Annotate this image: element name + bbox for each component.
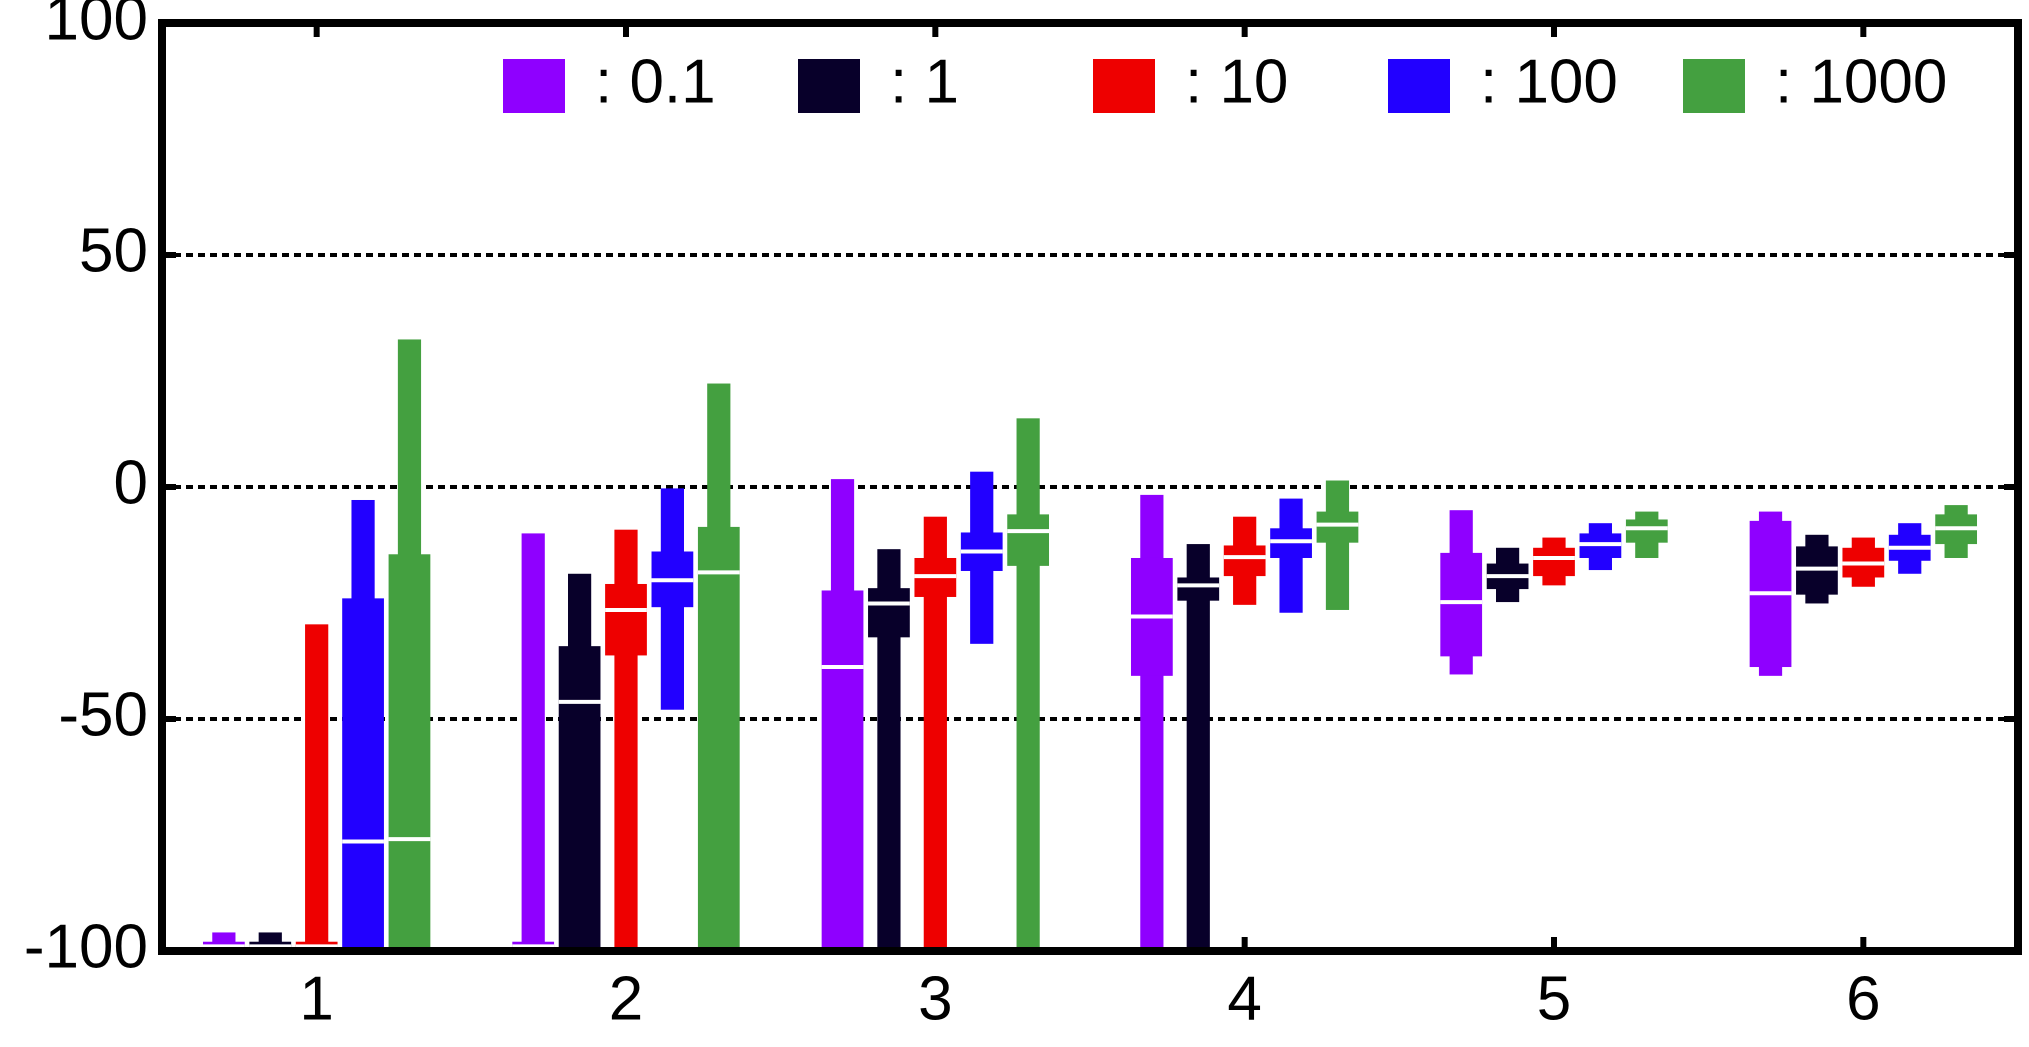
box <box>1533 547 1575 577</box>
x-tick-label: 2 <box>609 964 643 1033</box>
y-tick-label: 50 <box>79 216 148 285</box>
legend-swatch <box>503 59 565 113</box>
legend-swatch <box>1683 59 1745 113</box>
x-tick-label: 1 <box>299 964 333 1033</box>
whisker <box>1186 544 1210 951</box>
x-tick-label: 3 <box>918 964 952 1033</box>
box <box>1007 514 1050 566</box>
legend-label: : 1 <box>890 47 959 116</box>
y-tick-label: 100 <box>45 0 148 53</box>
y-tick-label: -50 <box>58 680 148 749</box>
box <box>868 588 910 638</box>
box <box>1316 511 1359 543</box>
box <box>1440 552 1483 657</box>
whisker <box>1016 418 1040 951</box>
legend-swatch <box>1093 59 1155 113</box>
legend-label: : 10 <box>1185 47 1288 116</box>
legend-swatch <box>798 59 860 113</box>
box <box>342 598 384 951</box>
y-tick-label: -100 <box>24 912 148 981</box>
box <box>1625 519 1668 543</box>
legend-label: : 100 <box>1480 47 1618 116</box>
box <box>697 526 740 951</box>
x-tick-label: 6 <box>1846 964 1880 1033</box>
legend-label: : 1000 <box>1775 47 1947 116</box>
whisker <box>877 549 901 951</box>
box <box>605 583 647 656</box>
box <box>558 646 601 951</box>
plot-frame <box>158 19 2022 955</box>
box <box>388 554 431 951</box>
box <box>1177 577 1220 601</box>
x-tick-label: 4 <box>1227 964 1261 1033</box>
x-tick-label: 5 <box>1537 964 1571 1033</box>
box <box>1223 545 1266 577</box>
whisker <box>305 624 329 951</box>
whisker <box>1325 480 1350 610</box>
legend-label: : 0.1 <box>595 47 716 116</box>
y-tick-label: 0 <box>114 448 148 517</box>
whisker <box>521 533 545 951</box>
legend-swatch <box>1388 59 1450 113</box>
whisker <box>923 516 947 951</box>
box <box>821 590 864 951</box>
